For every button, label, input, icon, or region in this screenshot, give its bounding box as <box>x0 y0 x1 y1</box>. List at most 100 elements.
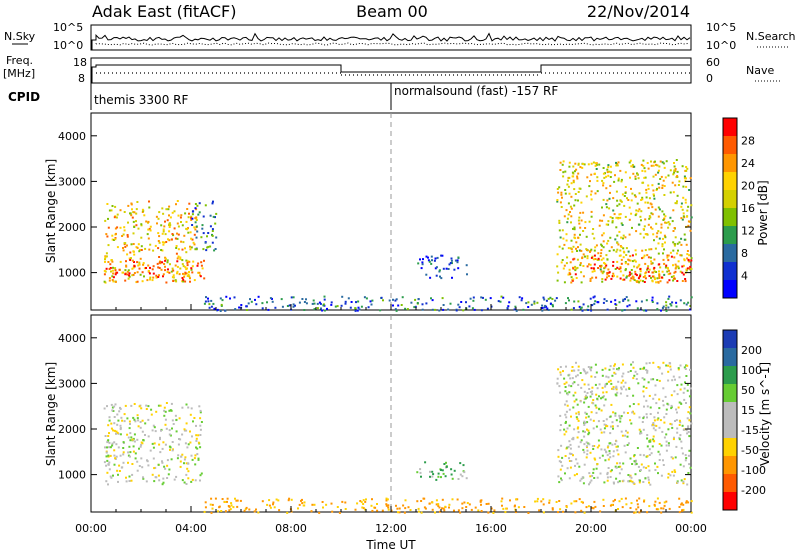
echo-cell <box>407 506 410 509</box>
echo-cell <box>108 461 111 464</box>
echo-cell <box>603 262 606 264</box>
echo-cell <box>635 253 637 256</box>
echo-cell <box>606 272 609 274</box>
echo-cell <box>565 239 568 242</box>
echo-cell <box>136 417 139 420</box>
echo-cell <box>630 502 633 505</box>
echo-cell <box>575 412 578 415</box>
echo-cell <box>140 223 143 226</box>
echo-cell <box>588 431 591 434</box>
echo-cell <box>286 305 289 307</box>
echo-cell <box>676 242 679 245</box>
echo-cell <box>580 500 583 503</box>
echo-cell <box>161 483 164 486</box>
echo-cell <box>187 227 189 230</box>
echo-cell <box>115 216 118 219</box>
echo-cell <box>567 202 570 205</box>
echo-cell <box>629 159 632 162</box>
echo-cell <box>568 165 571 168</box>
echo-cell <box>202 248 205 251</box>
echo-cell <box>661 184 664 187</box>
echo-cell <box>507 305 510 308</box>
echo-cell <box>576 418 579 420</box>
echo-cell <box>126 235 129 238</box>
echo-cell <box>628 259 631 262</box>
echo-cell <box>188 275 191 278</box>
echo-cell <box>620 497 623 500</box>
echo-cell <box>611 443 614 446</box>
echo-cell <box>640 163 643 166</box>
echo-cell <box>127 436 130 439</box>
echo-cell <box>658 165 661 168</box>
echo-cell <box>200 421 203 423</box>
echo-cell <box>182 280 185 283</box>
echo-cell <box>104 255 107 258</box>
echo-cell <box>218 506 221 509</box>
echo-cell <box>653 504 656 507</box>
echo-cell <box>647 265 650 268</box>
echo-cell <box>268 499 271 502</box>
echo-cell <box>647 187 650 190</box>
echo-cell <box>649 216 652 219</box>
echo-cell <box>631 260 634 263</box>
echo-cell <box>605 187 608 190</box>
echo-cell <box>576 473 578 476</box>
echo-cell <box>599 255 602 258</box>
echo-cell <box>121 235 124 237</box>
echo-cell <box>651 299 654 302</box>
echo-cell <box>572 307 575 310</box>
echo-cell <box>184 266 187 269</box>
echo-cell <box>610 382 613 385</box>
echo-cell <box>657 508 660 511</box>
echo-cell <box>634 175 637 178</box>
echo-cell <box>593 249 596 252</box>
echo-cell <box>645 362 648 365</box>
echo-cell <box>131 274 134 277</box>
echo-cell <box>514 511 517 514</box>
echo-cell <box>564 403 567 406</box>
echo-cell <box>106 405 108 408</box>
echo-cell <box>110 427 113 430</box>
echo-cell <box>106 446 108 449</box>
echo-cell <box>145 408 148 410</box>
echo-cell <box>181 248 184 251</box>
echo-cell <box>642 159 645 162</box>
echo-cell <box>636 172 638 175</box>
echo-cell <box>657 171 660 174</box>
echo-cell <box>645 271 647 274</box>
echo-cell <box>128 420 131 423</box>
echo-cell <box>417 507 420 510</box>
echo-cell <box>560 206 563 208</box>
xaxis-label: Time UT <box>365 538 416 552</box>
echo-cell <box>661 161 664 164</box>
echo-cell <box>584 397 587 400</box>
velocity-colorbar-swatch <box>723 492 737 511</box>
echo-cell <box>687 454 690 457</box>
echo-cell <box>681 280 684 282</box>
velocity-colorbar-swatch <box>723 330 737 349</box>
echo-cell <box>563 433 566 436</box>
echo-cell <box>633 279 636 281</box>
echo-cell <box>614 414 617 417</box>
echo-cell <box>652 439 655 442</box>
echo-cell <box>199 275 202 278</box>
echo-cell <box>423 506 426 509</box>
echo-cell <box>155 276 158 279</box>
echo-cell <box>133 253 136 256</box>
echo-cell <box>126 270 129 273</box>
echo-cell <box>664 241 666 244</box>
echo-cell <box>207 232 210 234</box>
echo-cell <box>471 307 474 310</box>
echo-cell <box>595 411 598 414</box>
echo-cell <box>678 419 681 422</box>
echo-cell <box>330 502 333 505</box>
echo-cell <box>574 269 577 272</box>
echo-cell <box>586 257 589 260</box>
echo-cell <box>171 449 174 452</box>
echo-cell <box>310 510 313 513</box>
echo-cell <box>181 259 184 262</box>
echo-cell <box>619 169 622 172</box>
echo-cell <box>111 275 114 278</box>
echo-cell <box>164 265 166 268</box>
echo-cell <box>596 190 599 193</box>
